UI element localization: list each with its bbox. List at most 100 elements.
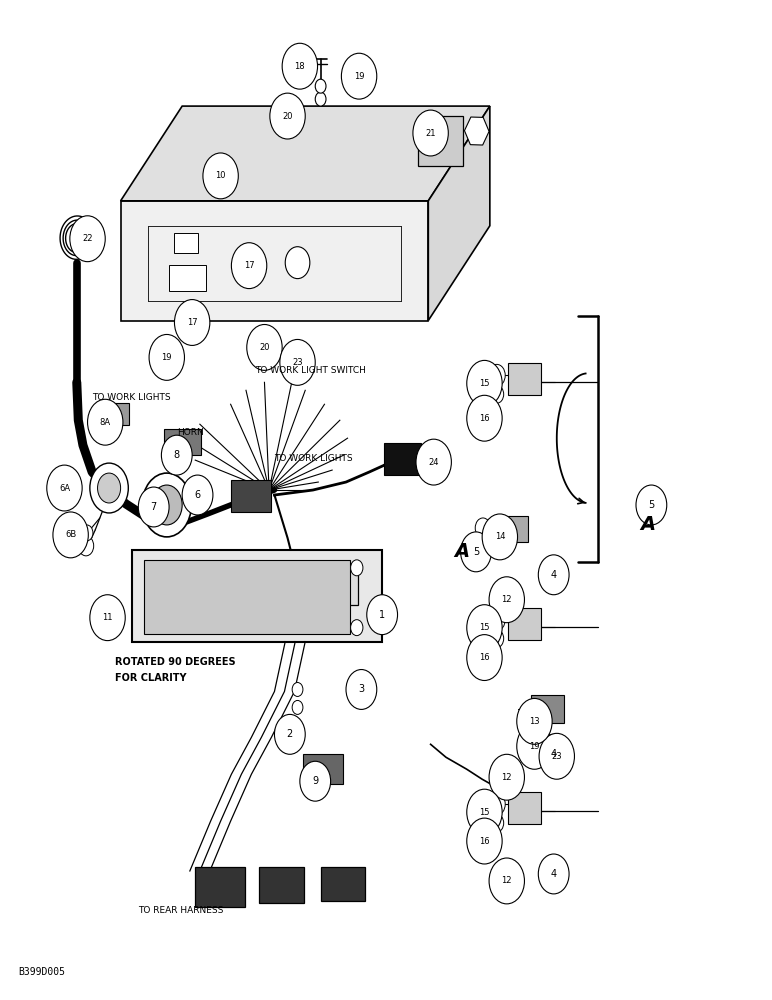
Text: 13: 13 (529, 717, 540, 726)
Text: 24: 24 (428, 458, 439, 467)
Circle shape (467, 360, 502, 406)
Circle shape (482, 514, 517, 560)
Circle shape (275, 714, 305, 754)
Circle shape (424, 128, 441, 150)
FancyBboxPatch shape (169, 265, 206, 291)
Circle shape (490, 630, 503, 648)
FancyBboxPatch shape (259, 867, 303, 903)
Text: ROTATED 90 DEGREES: ROTATED 90 DEGREES (115, 657, 236, 667)
FancyBboxPatch shape (315, 567, 357, 605)
Circle shape (300, 761, 330, 801)
Text: 8A: 8A (100, 418, 111, 427)
Text: 20: 20 (283, 112, 293, 121)
Circle shape (203, 153, 239, 199)
Text: 19: 19 (530, 742, 540, 751)
Text: 10: 10 (215, 171, 226, 180)
Text: 21: 21 (425, 129, 436, 138)
FancyBboxPatch shape (100, 403, 129, 425)
Circle shape (538, 734, 569, 774)
Circle shape (367, 595, 398, 635)
Text: TO REAR HARNESS: TO REAR HARNESS (138, 906, 224, 915)
FancyBboxPatch shape (174, 233, 198, 253)
Text: 12: 12 (502, 595, 512, 604)
Circle shape (87, 399, 123, 445)
Circle shape (182, 475, 213, 515)
Text: 4: 4 (550, 869, 557, 879)
Circle shape (279, 339, 315, 385)
Circle shape (142, 473, 191, 537)
Polygon shape (428, 106, 490, 320)
Text: FOR CLARITY: FOR CLARITY (115, 673, 187, 683)
Circle shape (47, 465, 82, 511)
Text: 6: 6 (195, 490, 201, 500)
Circle shape (292, 700, 303, 714)
Circle shape (490, 814, 503, 832)
Text: 17: 17 (244, 261, 255, 270)
Text: 14: 14 (495, 532, 505, 541)
Circle shape (247, 324, 282, 370)
Text: TO WORK LIGHTS: TO WORK LIGHTS (92, 393, 171, 402)
Circle shape (489, 858, 524, 904)
Circle shape (636, 485, 667, 525)
Circle shape (315, 92, 326, 106)
Circle shape (138, 487, 169, 527)
Circle shape (467, 605, 502, 651)
Circle shape (53, 512, 88, 558)
Circle shape (78, 536, 93, 556)
Text: 17: 17 (187, 318, 198, 327)
Circle shape (467, 395, 502, 441)
Circle shape (516, 723, 552, 769)
Circle shape (341, 53, 377, 99)
Circle shape (151, 485, 182, 525)
Text: B399D005: B399D005 (19, 967, 66, 977)
Circle shape (489, 793, 505, 815)
Text: 9: 9 (312, 776, 318, 786)
Text: 6B: 6B (65, 530, 76, 539)
Circle shape (174, 300, 210, 345)
Circle shape (489, 754, 524, 800)
Text: 4: 4 (550, 749, 557, 759)
Polygon shape (120, 106, 490, 201)
Text: 8: 8 (174, 450, 180, 460)
Text: 15: 15 (479, 808, 489, 817)
Circle shape (416, 439, 452, 485)
Text: A: A (640, 515, 655, 534)
Circle shape (90, 595, 125, 641)
FancyBboxPatch shape (507, 363, 541, 395)
Circle shape (232, 243, 267, 289)
Text: 15: 15 (479, 623, 489, 632)
Text: 2: 2 (286, 729, 293, 739)
Text: 5: 5 (648, 500, 655, 510)
Text: 3: 3 (358, 684, 364, 694)
Text: 23: 23 (293, 358, 303, 367)
Circle shape (467, 789, 502, 835)
Circle shape (80, 525, 93, 541)
Circle shape (489, 609, 505, 631)
Circle shape (90, 463, 128, 513)
Circle shape (467, 818, 502, 864)
Text: 12: 12 (502, 773, 512, 782)
Text: 5: 5 (473, 547, 479, 557)
Circle shape (161, 435, 192, 475)
FancyBboxPatch shape (507, 792, 541, 824)
FancyBboxPatch shape (507, 608, 541, 640)
FancyBboxPatch shape (530, 695, 564, 723)
Text: 23: 23 (551, 752, 562, 761)
Text: 18: 18 (295, 62, 305, 71)
Text: A: A (454, 542, 469, 561)
Circle shape (270, 93, 305, 139)
Circle shape (538, 854, 569, 894)
FancyBboxPatch shape (132, 550, 382, 642)
FancyBboxPatch shape (144, 560, 350, 634)
Text: 11: 11 (103, 613, 113, 622)
Text: 20: 20 (259, 343, 269, 352)
Text: 19: 19 (161, 353, 172, 362)
Text: 16: 16 (479, 653, 489, 662)
Circle shape (476, 518, 491, 538)
Circle shape (285, 247, 310, 279)
Circle shape (490, 385, 503, 403)
Text: 7: 7 (151, 502, 157, 512)
Circle shape (346, 670, 377, 709)
FancyBboxPatch shape (231, 480, 271, 512)
Circle shape (413, 110, 449, 156)
